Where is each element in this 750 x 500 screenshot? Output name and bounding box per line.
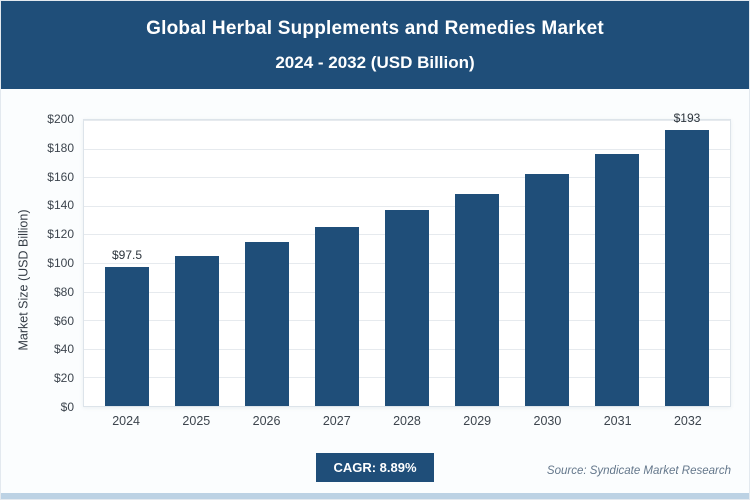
bar-2030 xyxy=(524,174,570,406)
chart-footer: CAGR: 8.89% Source: Syndicate Market Res… xyxy=(1,441,749,493)
bar-2026 xyxy=(244,241,290,406)
y-tick-label: $200 xyxy=(47,112,74,126)
bar-2032: $193 xyxy=(664,111,710,406)
bar-2028 xyxy=(384,210,430,406)
bar-2025 xyxy=(174,255,220,406)
bar-column xyxy=(582,120,652,406)
x-tick-label-2027: 2027 xyxy=(322,414,351,428)
cagr-badge: CAGR: 8.89% xyxy=(316,452,434,482)
x-axis-labels: 2024 2025 2026 2027 2028 2029 2030 2031 2032 xyxy=(83,407,731,441)
chart-title-line1: Global Herbal Supplements and Remedies M… xyxy=(146,18,604,39)
gridline xyxy=(84,205,730,207)
x-tick-label-2031: 2031 xyxy=(603,414,632,428)
bar-column: $97.5 xyxy=(92,120,162,406)
y-axis-title-wrap: Market Size (USD Billion) xyxy=(11,119,35,441)
y-tick-label: $60 xyxy=(53,313,74,328)
x-tick-label-2029: 2029 xyxy=(463,414,492,428)
bars: $97.5 $193 xyxy=(84,111,730,406)
x-tick-label-2025: 2025 xyxy=(182,414,211,428)
y-tick-label: $80 xyxy=(53,284,74,299)
y-axis-ticks: $0 $20 $40 $60 $80 $100 $120 $140 $160 $180 $200 xyxy=(35,112,83,414)
chart-body: $0 $20 $40 $60 $80 $100 $120 $140 $160 $180 $200 $… xyxy=(35,111,731,441)
bar-2024: $97.5 xyxy=(104,248,150,406)
bar-2029 xyxy=(454,194,500,406)
source-attribution: Source: Syndicate Market Research xyxy=(546,465,731,477)
bar-column xyxy=(512,120,582,406)
bar-column xyxy=(232,120,302,406)
x-tick-label-2032: 2032 xyxy=(673,414,702,428)
bar-value-label: $97.5 xyxy=(111,247,142,262)
bar-value-label: $193 xyxy=(673,111,701,126)
gridline xyxy=(84,177,730,179)
y-tick-label: $0 xyxy=(60,400,74,414)
gridline xyxy=(84,120,730,121)
chart-header: Global Herbal Supplements and Remedies M… xyxy=(1,1,749,89)
x-tick-label-2024: 2024 xyxy=(112,414,141,428)
y-tick-label: $160 xyxy=(47,169,74,184)
x-tick-label-2030: 2030 xyxy=(533,414,562,428)
bar-2031 xyxy=(594,154,640,406)
x-tick-label-2028: 2028 xyxy=(393,414,421,428)
bar-column xyxy=(442,120,512,406)
y-tick-label: $180 xyxy=(47,140,74,155)
bar-column xyxy=(372,120,442,406)
chart-title-line2: 2024 - 2032 (USD Billion) xyxy=(275,53,475,72)
x-tick-label-2026: 2026 xyxy=(252,414,281,428)
y-tick-label: $140 xyxy=(47,198,74,213)
bar-column: $193 xyxy=(652,111,722,406)
bar-2027 xyxy=(314,227,360,406)
y-axis-title: Market Size (USD Billion) xyxy=(16,209,31,351)
chart-section: Market Size (USD Billion) $0 $20 $40 $60 $80… xyxy=(1,89,749,441)
plot-area: $97.5 $193 xyxy=(83,111,731,407)
y-tick-label: $100 xyxy=(47,256,74,270)
gridline xyxy=(84,148,730,150)
y-tick-label: $120 xyxy=(47,227,74,242)
bottom-accent-strip xyxy=(1,493,749,499)
y-tick-label: $20 xyxy=(53,371,74,386)
bar-column xyxy=(302,120,372,406)
bar-column xyxy=(162,120,232,406)
y-tick-label: $40 xyxy=(53,342,74,357)
plot-row: $0 $20 $40 $60 $80 $100 $120 $140 $160 $180 $200 $… xyxy=(35,111,731,414)
